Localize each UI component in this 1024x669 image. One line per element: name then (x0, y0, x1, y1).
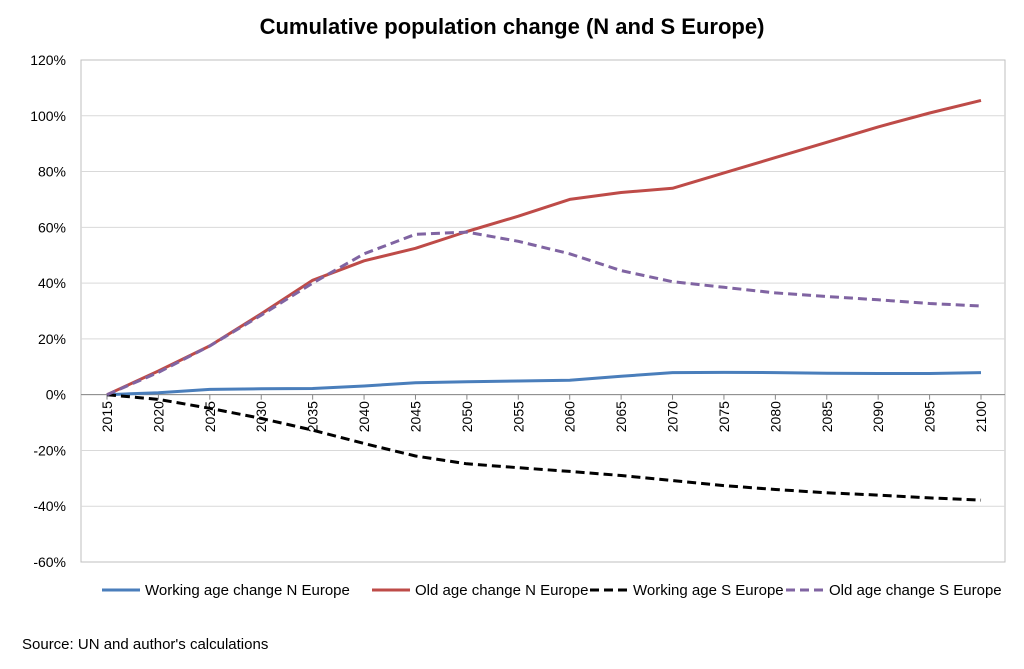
series-line (106, 370, 982, 397)
series-lines (106, 98, 982, 502)
y-axis-ticks: -60% -40% -20% 0% 20% 40% 60% 80% 100% 120% (30, 52, 66, 570)
source-note: Source: UN and author's calculations (22, 636, 269, 653)
chart-title: Cumulative population change (N and S Eu… (259, 14, 765, 39)
legend: Working age change N Europe Old age chang… (102, 582, 1002, 599)
x-tick-label: 2030 (253, 401, 269, 432)
y-tick-label: 0% (46, 387, 66, 403)
y-tick-label: 20% (38, 331, 66, 347)
x-tick-label: 2035 (305, 401, 321, 432)
y-tick-label: -60% (33, 554, 66, 570)
x-tick-label: 2070 (665, 401, 681, 432)
x-tick-label: 2095 (922, 401, 938, 432)
x-tick-label: 2015 (99, 401, 115, 432)
x-tick-label: 2100 (973, 401, 989, 432)
gridlines (81, 115, 1005, 507)
y-tick-label: 100% (30, 108, 66, 124)
series-line (106, 98, 982, 397)
x-tick-label: 2080 (767, 401, 783, 432)
legend-label: Working age change N Europe (145, 582, 350, 599)
legend-label: Old age change N Europe (415, 582, 588, 599)
y-tick-label: 120% (30, 52, 66, 68)
x-tick-label: 2055 (510, 401, 526, 432)
x-tick-label: 2085 (819, 401, 835, 432)
x-axis: 2015 2020 2025 2030 2035 2040 2045 2050 2055 2060… (81, 394, 1005, 432)
legend-label: Working age S Europe (633, 582, 784, 599)
x-tick-label: 2090 (870, 401, 886, 432)
series-line (106, 393, 982, 502)
y-tick-label: -20% (33, 442, 66, 458)
x-tick-label: 2075 (716, 401, 732, 432)
series-line (106, 230, 982, 397)
x-tick-label: 2065 (613, 401, 629, 432)
y-tick-label: 40% (38, 275, 66, 291)
x-tick-label: 2040 (356, 401, 372, 432)
y-tick-label: 60% (38, 219, 66, 235)
x-tick-label: 2050 (459, 401, 475, 432)
x-tick-label: 2025 (202, 401, 218, 432)
legend-label: Old age change S Europe (829, 582, 1002, 599)
x-tick-label: 2020 (150, 401, 166, 432)
x-tick-label: 2045 (407, 401, 423, 432)
x-tick-label: 2060 (562, 401, 578, 432)
y-tick-label: 80% (38, 164, 66, 180)
plot-area-border (80, 59, 1006, 563)
y-tick-label: -40% (33, 498, 66, 514)
